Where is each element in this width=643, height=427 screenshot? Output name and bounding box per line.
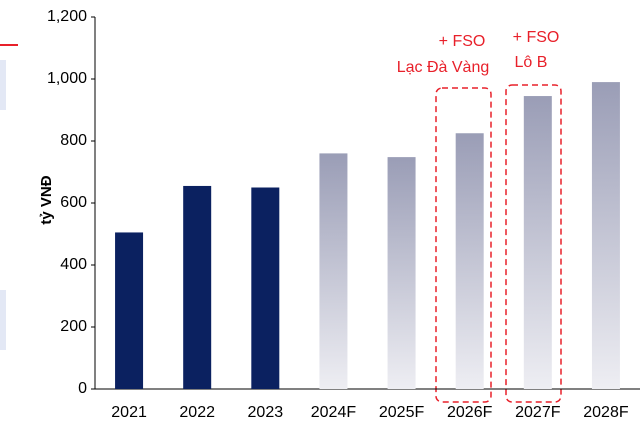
annotation: + FSO [513,29,560,46]
bar [387,157,416,389]
edge-mark [0,44,18,46]
bar [319,153,348,389]
edge-mark [0,290,6,350]
annotation: + FSO [439,33,486,50]
y-tick-label: 200 [60,318,87,335]
y-tick-label: 0 [78,380,87,397]
x-tick-label: 2021 [111,404,147,421]
bar [455,133,484,389]
y-tick-label: 600 [60,194,87,211]
x-tick-label: 2025F [379,404,425,421]
bar [523,96,552,390]
edge-mark [0,60,6,110]
y-tick-label: 400 [60,256,87,273]
x-tick-label: 2024F [311,404,357,421]
highlight-box [435,87,492,403]
y-axis-label: tỷ VNĐ [38,175,55,224]
bar [591,82,620,389]
x-tick-label: 2027F [515,404,561,421]
bar [115,232,144,389]
y-tick-label: 800 [60,132,87,149]
y-tick-label: 1,000 [47,70,87,87]
x-tick-label: 2023 [248,404,284,421]
x-tick-label: 2028F [583,404,629,421]
x-tick-label: 2022 [179,404,215,421]
bar [183,185,212,389]
bar [251,187,280,389]
annotation: Lô B [515,54,548,71]
x-tick-label: 2026F [447,404,493,421]
highlight-box [505,84,562,403]
y-tick-label: 1,200 [47,8,87,25]
annotation: Lạc Đà Vàng [397,59,490,76]
